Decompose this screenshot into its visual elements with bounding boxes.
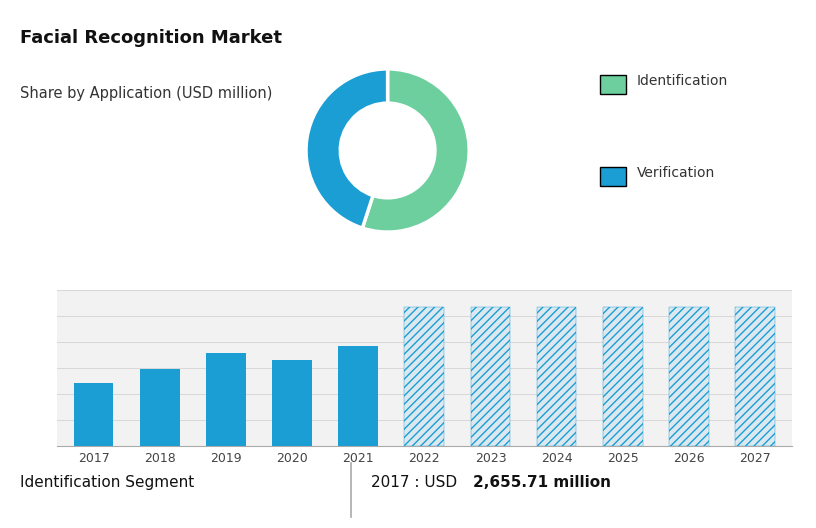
Bar: [669, 307, 709, 446]
Bar: [603, 307, 643, 446]
Text: Facial Recognition Market: Facial Recognition Market: [20, 29, 282, 47]
Bar: [405, 307, 444, 446]
Bar: [140, 370, 180, 446]
Bar: [73, 382, 113, 446]
Wedge shape: [362, 69, 469, 232]
Bar: [273, 360, 312, 446]
Bar: [206, 353, 246, 446]
Bar: [471, 307, 510, 446]
Text: Share by Application (USD million): Share by Application (USD million): [20, 86, 273, 101]
Wedge shape: [306, 69, 388, 228]
Text: 2017 : USD: 2017 : USD: [371, 475, 463, 489]
Bar: [735, 307, 775, 446]
Text: 2,655.71 million: 2,655.71 million: [473, 475, 611, 489]
Bar: [537, 307, 576, 446]
FancyBboxPatch shape: [600, 75, 626, 93]
Text: Identification: Identification: [636, 73, 728, 88]
Text: Verification: Verification: [636, 166, 715, 180]
Text: Identification Segment: Identification Segment: [20, 475, 195, 489]
Bar: [339, 345, 378, 446]
FancyBboxPatch shape: [600, 167, 626, 186]
